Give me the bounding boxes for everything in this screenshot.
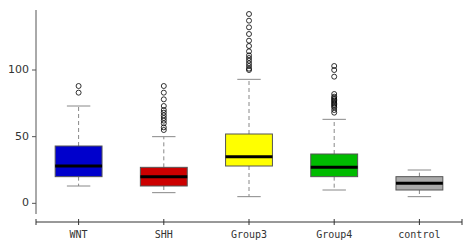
lower-cap	[152, 192, 175, 193]
x-tick	[419, 219, 420, 225]
box-group	[55, 84, 102, 187]
upper-whisker	[78, 106, 79, 146]
flier	[161, 104, 166, 109]
median	[226, 155, 273, 158]
box-group	[140, 84, 187, 193]
lower-whisker	[78, 177, 79, 186]
flier	[76, 84, 81, 89]
flier	[332, 92, 337, 97]
flier	[247, 44, 252, 49]
flier	[247, 12, 252, 17]
flier	[332, 64, 337, 69]
lower-whisker	[334, 177, 335, 190]
y-tick	[32, 136, 36, 137]
box	[55, 146, 102, 177]
chart: 0 50 100 WNT SHH Group3 Group4 control	[0, 0, 474, 248]
upper-cap	[408, 170, 431, 171]
upper-whisker	[163, 137, 164, 168]
box	[226, 134, 273, 166]
upper-whisker	[419, 170, 420, 177]
flier	[161, 97, 166, 102]
lower-cap	[408, 196, 431, 197]
flier	[332, 74, 337, 79]
x-tick-label: Group3	[231, 229, 267, 240]
x-tick	[78, 219, 79, 225]
chart-container: 0 50 100 WNT SHH Group3 Group4 control	[0, 0, 474, 248]
flier	[247, 49, 252, 54]
x-axis-end	[462, 219, 463, 225]
box-group	[311, 64, 358, 191]
lower-cap	[67, 186, 90, 187]
lower-cap	[237, 196, 260, 197]
x-tick-label: SHH	[155, 229, 173, 240]
y-tick	[32, 203, 36, 204]
box-group	[396, 170, 443, 197]
y-axis: 0 50 100	[8, 10, 36, 214]
lower-cap	[322, 190, 345, 191]
x-tick-label: control	[398, 229, 440, 240]
flier	[247, 25, 252, 30]
x-axis-end	[36, 219, 37, 225]
box-group	[226, 12, 273, 197]
median	[55, 165, 102, 168]
upper-whisker	[334, 119, 335, 154]
x-tick-label: WNT	[70, 229, 88, 240]
x-tick	[163, 219, 164, 225]
flier	[76, 90, 81, 95]
flier	[247, 18, 252, 23]
median	[396, 182, 443, 185]
box	[311, 154, 358, 177]
y-tick-label: 100	[8, 63, 29, 76]
plot-area	[55, 12, 443, 197]
upper-cap	[152, 136, 175, 137]
flier	[161, 84, 166, 89]
x-axis: WNT SHH Group3 Group4 control	[36, 219, 462, 240]
y-tick-label: 50	[15, 130, 29, 143]
median	[140, 175, 187, 178]
y-tick-label: 0	[22, 196, 29, 209]
median	[311, 166, 358, 169]
flier	[161, 90, 166, 95]
box	[396, 177, 443, 190]
x-tick	[249, 219, 250, 225]
y-tick	[32, 70, 36, 71]
upper-whisker	[249, 79, 250, 134]
box	[140, 167, 187, 186]
lower-whisker	[163, 186, 164, 193]
upper-cap	[322, 119, 345, 120]
lower-whisker	[419, 190, 420, 197]
x-tick-label: Group4	[316, 229, 352, 240]
flier	[247, 38, 252, 43]
flier	[247, 32, 252, 37]
upper-cap	[237, 79, 260, 80]
upper-cap	[67, 106, 90, 107]
y-axis-line	[36, 10, 37, 214]
x-tick	[334, 219, 335, 225]
lower-whisker	[249, 166, 250, 197]
